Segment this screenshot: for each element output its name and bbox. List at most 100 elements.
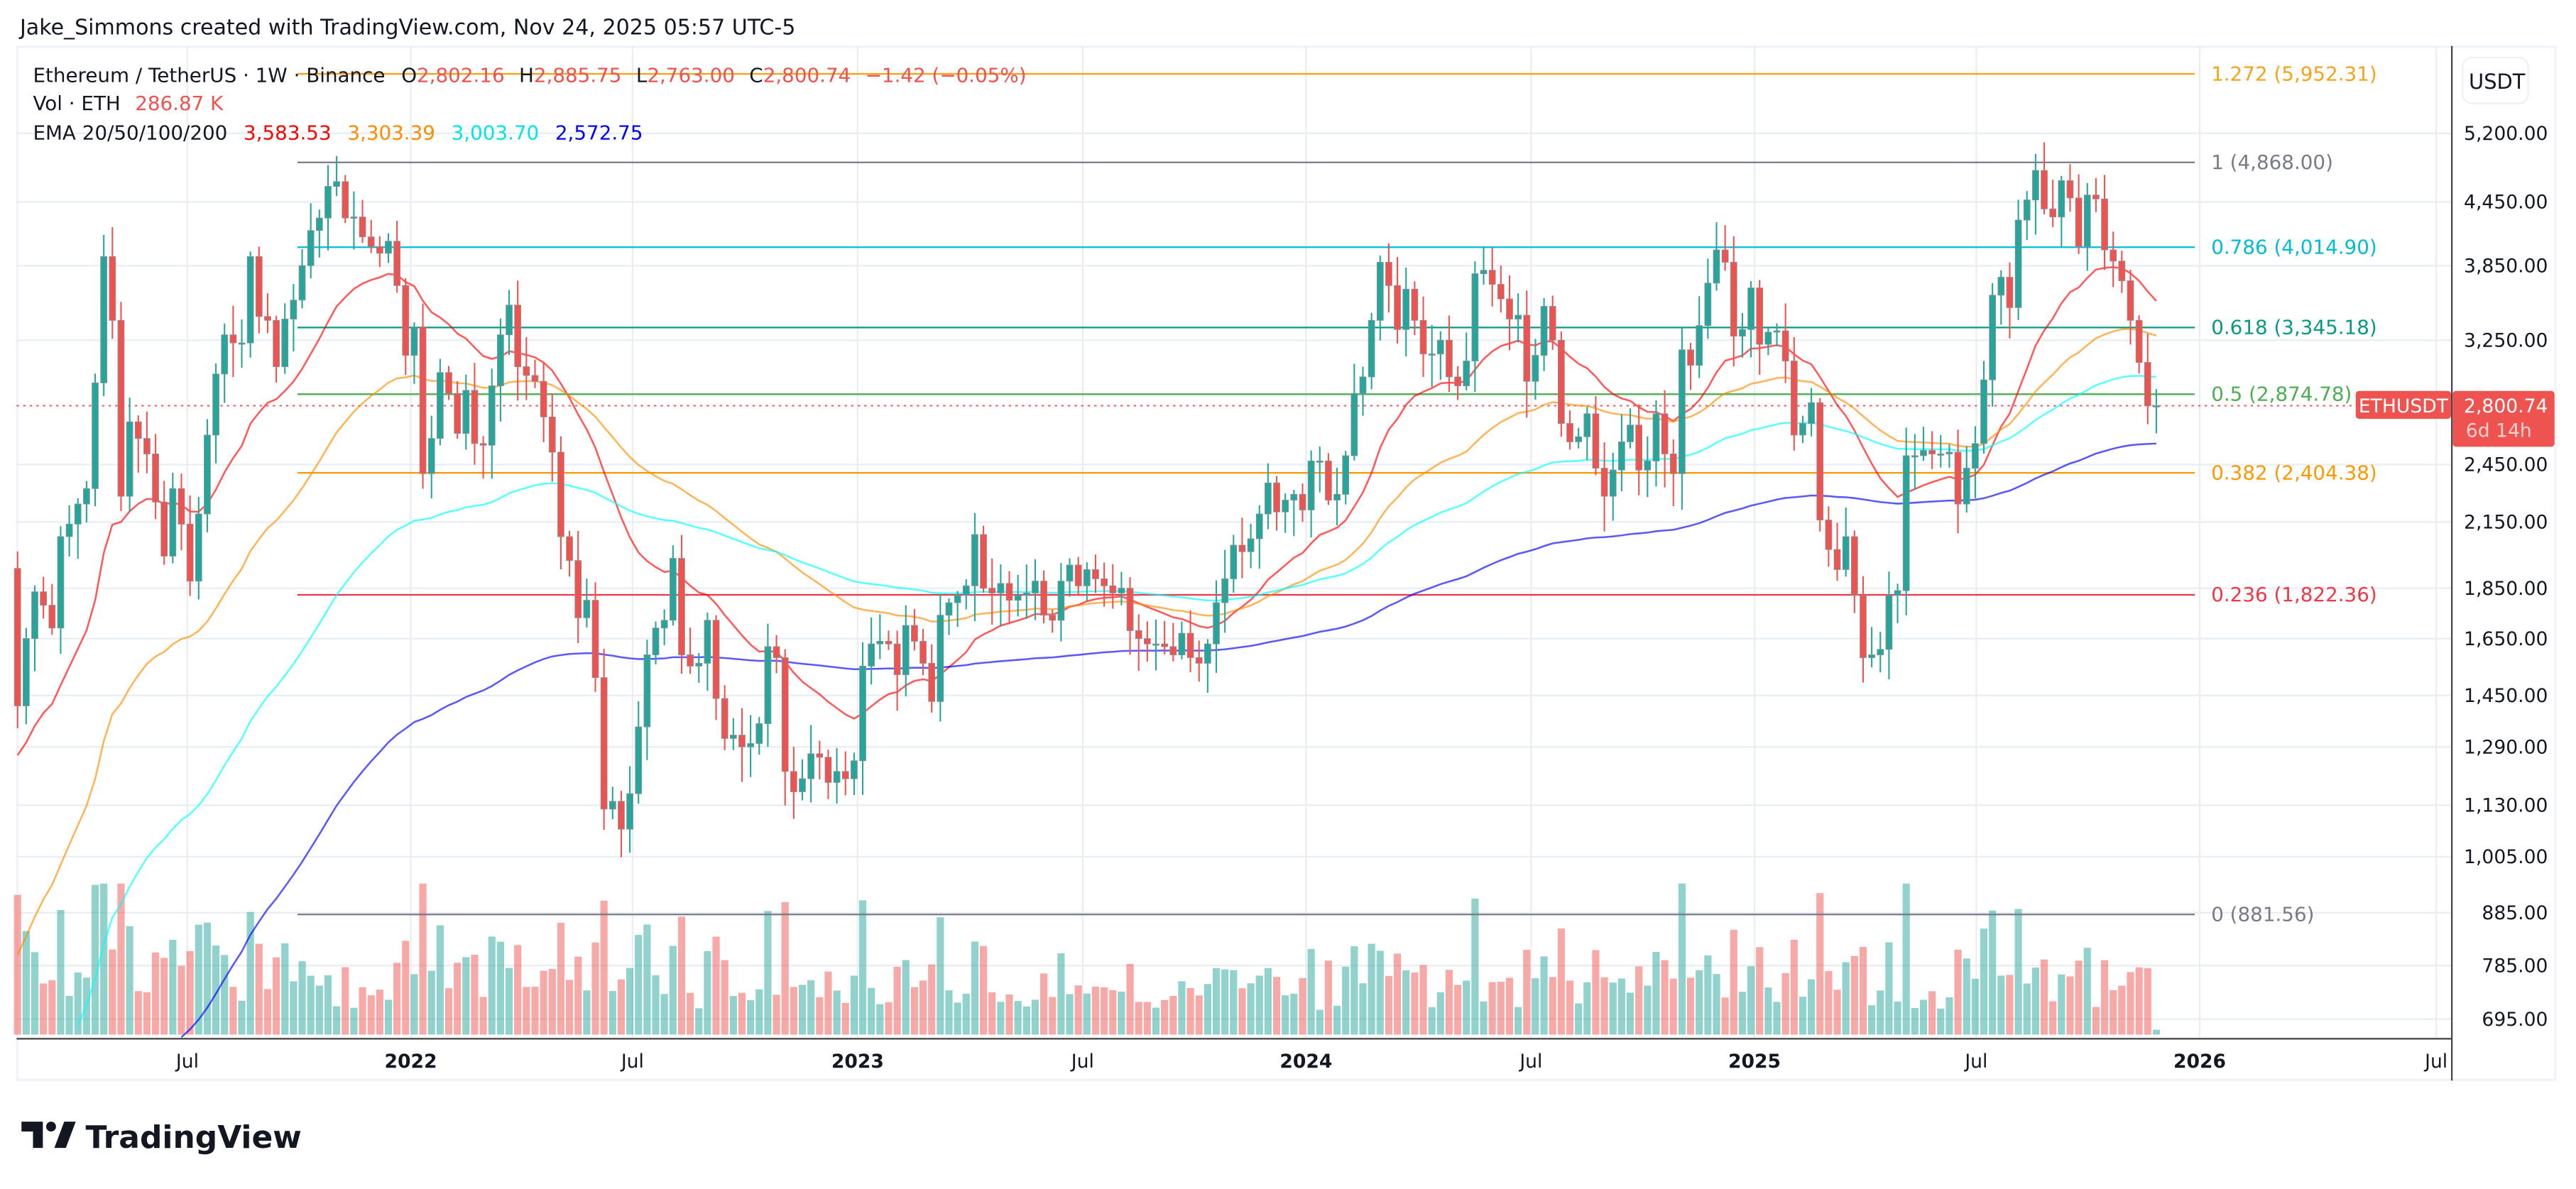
high-label: H [519, 64, 534, 87]
candle-body [773, 646, 780, 658]
candle [1074, 557, 1082, 596]
volume-bar [1764, 987, 1772, 1035]
volume-bar [1989, 910, 1997, 1035]
volume-bar [591, 942, 599, 1035]
candle-body [22, 638, 30, 706]
candle-body [1808, 402, 1815, 424]
fibonacci-retracement[interactable]: 1.272 (5,952.31) 1 (4,868.00) 0.786 (4,014… [297, 62, 2377, 926]
volume-bar [1902, 883, 1910, 1035]
candle-body [1143, 638, 1151, 645]
candle-body [1282, 500, 1289, 513]
candle [1850, 530, 1858, 613]
volume-bar [1497, 982, 1505, 1035]
candle-body [1083, 569, 1091, 586]
candle [816, 740, 824, 779]
candle-body [437, 372, 444, 439]
volume-bar [1583, 982, 1591, 1035]
candle-body [298, 265, 306, 301]
change-value: −1.42 (−0.05%) [866, 64, 1027, 87]
candle-body [1307, 460, 1315, 510]
time-axis[interactable]: Jul 2022 Jul 2023 Jul 2024 Jul 2025 Jul 2026 Jul [175, 1051, 2447, 1073]
candle [134, 415, 142, 473]
candle [1713, 221, 1720, 291]
candle [2153, 389, 2160, 434]
volume-bar [1118, 991, 1125, 1035]
price-tick: 1,290.00 [2464, 736, 2548, 758]
candle-body [790, 771, 797, 792]
candle [2049, 180, 2057, 227]
candle [1928, 431, 1936, 469]
candle [169, 472, 177, 564]
candle [2092, 177, 2100, 212]
candle [1739, 312, 1746, 358]
volume-bar [1652, 951, 1660, 1035]
candle [74, 498, 82, 559]
time-tick: 2022 [385, 1051, 437, 1073]
volume-bar [117, 883, 125, 1035]
volume-bar [928, 964, 936, 1035]
volume-bar [643, 924, 651, 1035]
candle [652, 621, 660, 664]
candle-body [454, 393, 462, 434]
candle [1446, 315, 1453, 393]
volume-bar [660, 994, 668, 1035]
candle-body [419, 327, 427, 474]
candle-body [1169, 646, 1177, 656]
volume-bar [1368, 943, 1375, 1035]
volume-bar [2040, 959, 2048, 1035]
candle [1255, 505, 1263, 569]
price-axis[interactable]: 5,200.00 4,450.00 3,850.00 3,250.00 2,450.00… [2464, 123, 2548, 1031]
volume-bar [1238, 988, 1246, 1035]
candle [376, 236, 383, 268]
fib-level-label: 0.382 (2,404.38) [2211, 461, 2376, 484]
candle [1161, 620, 1168, 654]
volume-bar [1264, 968, 1272, 1035]
candle-body [1592, 413, 1600, 469]
candle-body [1506, 298, 1513, 319]
candle-body [2014, 219, 2022, 308]
candle-body [229, 334, 237, 344]
volume-bar [1272, 977, 1281, 1035]
candle [1997, 270, 2005, 325]
candle-body [31, 591, 38, 640]
candle-body [1333, 493, 1341, 500]
volume-bar [885, 1002, 893, 1035]
candle-body [626, 793, 633, 830]
candle-body [807, 753, 815, 779]
price-tick: 695.00 [2482, 1009, 2548, 1031]
currency-button[interactable] [2462, 56, 2529, 104]
candle [954, 591, 961, 628]
candle-body [2066, 180, 2074, 199]
volume-bar [436, 925, 444, 1035]
candle-body [1463, 361, 1470, 387]
candle-body [1368, 319, 1375, 378]
price-tick: 1,650.00 [2464, 628, 2548, 650]
candle [1920, 427, 1927, 461]
volume-bar [1350, 946, 1358, 1035]
candle-body [1540, 306, 1548, 356]
candle-body [1204, 643, 1211, 664]
candle [2118, 251, 2126, 293]
candle-body [1980, 379, 1987, 444]
tradingview-logo[interactable]: TradingView [21, 1119, 302, 1156]
candle-body [342, 181, 349, 219]
volume-bar [1152, 1007, 1160, 1035]
candle-body [695, 662, 703, 667]
candle-body [1436, 339, 1444, 355]
candle [1126, 577, 1134, 655]
candle [1428, 324, 1436, 388]
candle [2032, 153, 2039, 235]
volume-bar [1842, 962, 1850, 1035]
candle [1290, 490, 1298, 537]
candle [393, 221, 400, 293]
volume-bar [755, 989, 763, 1035]
candle-body [1515, 314, 1522, 319]
candle [410, 322, 418, 384]
time-tick: Jul [620, 1051, 644, 1073]
volume-bar [229, 987, 237, 1035]
candle-body [971, 534, 978, 586]
candle [419, 303, 427, 489]
legend-ohlc: Ethereum / TetherUS · 1W · Binance O2,80… [33, 64, 1026, 87]
candle [1411, 281, 1419, 335]
